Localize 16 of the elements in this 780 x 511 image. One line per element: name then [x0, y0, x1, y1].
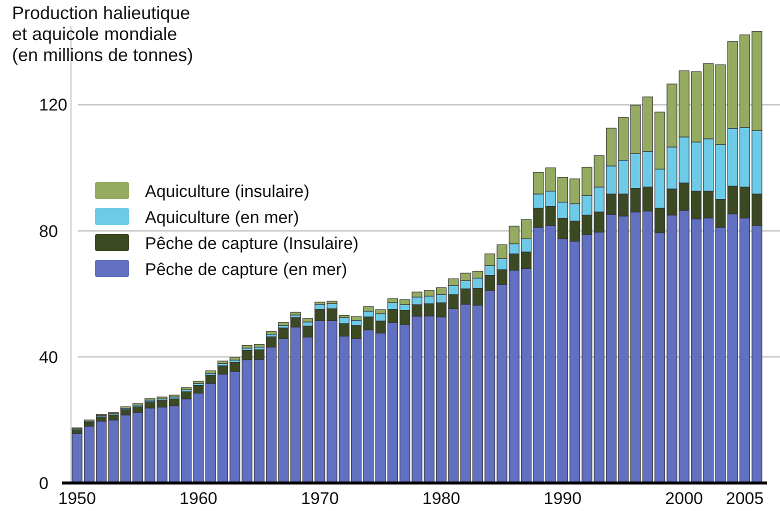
legend-label: Pêche de capture (Insulaire)	[145, 234, 359, 253]
x-tick-label: 1960	[180, 489, 218, 508]
x-tick-label: 1970	[300, 489, 339, 508]
x-tick-label: 2005	[726, 489, 764, 508]
y-tick-label: 120	[39, 96, 68, 115]
y-tick-label: 40	[39, 348, 58, 367]
x-tick-label: 1980	[422, 489, 460, 508]
x-tick-label: 1950	[58, 489, 96, 508]
legend-label: Aquiculture (en mer)	[145, 208, 300, 227]
y-tick-label: 80	[39, 222, 58, 241]
legend-label: Aquiculture (insulaire)	[145, 182, 310, 201]
chart-title: Production halieutique et aquicole mondiale (en millions de tonnes)	[12, 3, 194, 65]
x-tick-label: 1990	[544, 489, 582, 508]
x-tick-label: 2000	[665, 489, 703, 508]
legend-label: Pêche de capture (en mer)	[145, 260, 348, 279]
y-tick-label: 0	[39, 474, 48, 493]
